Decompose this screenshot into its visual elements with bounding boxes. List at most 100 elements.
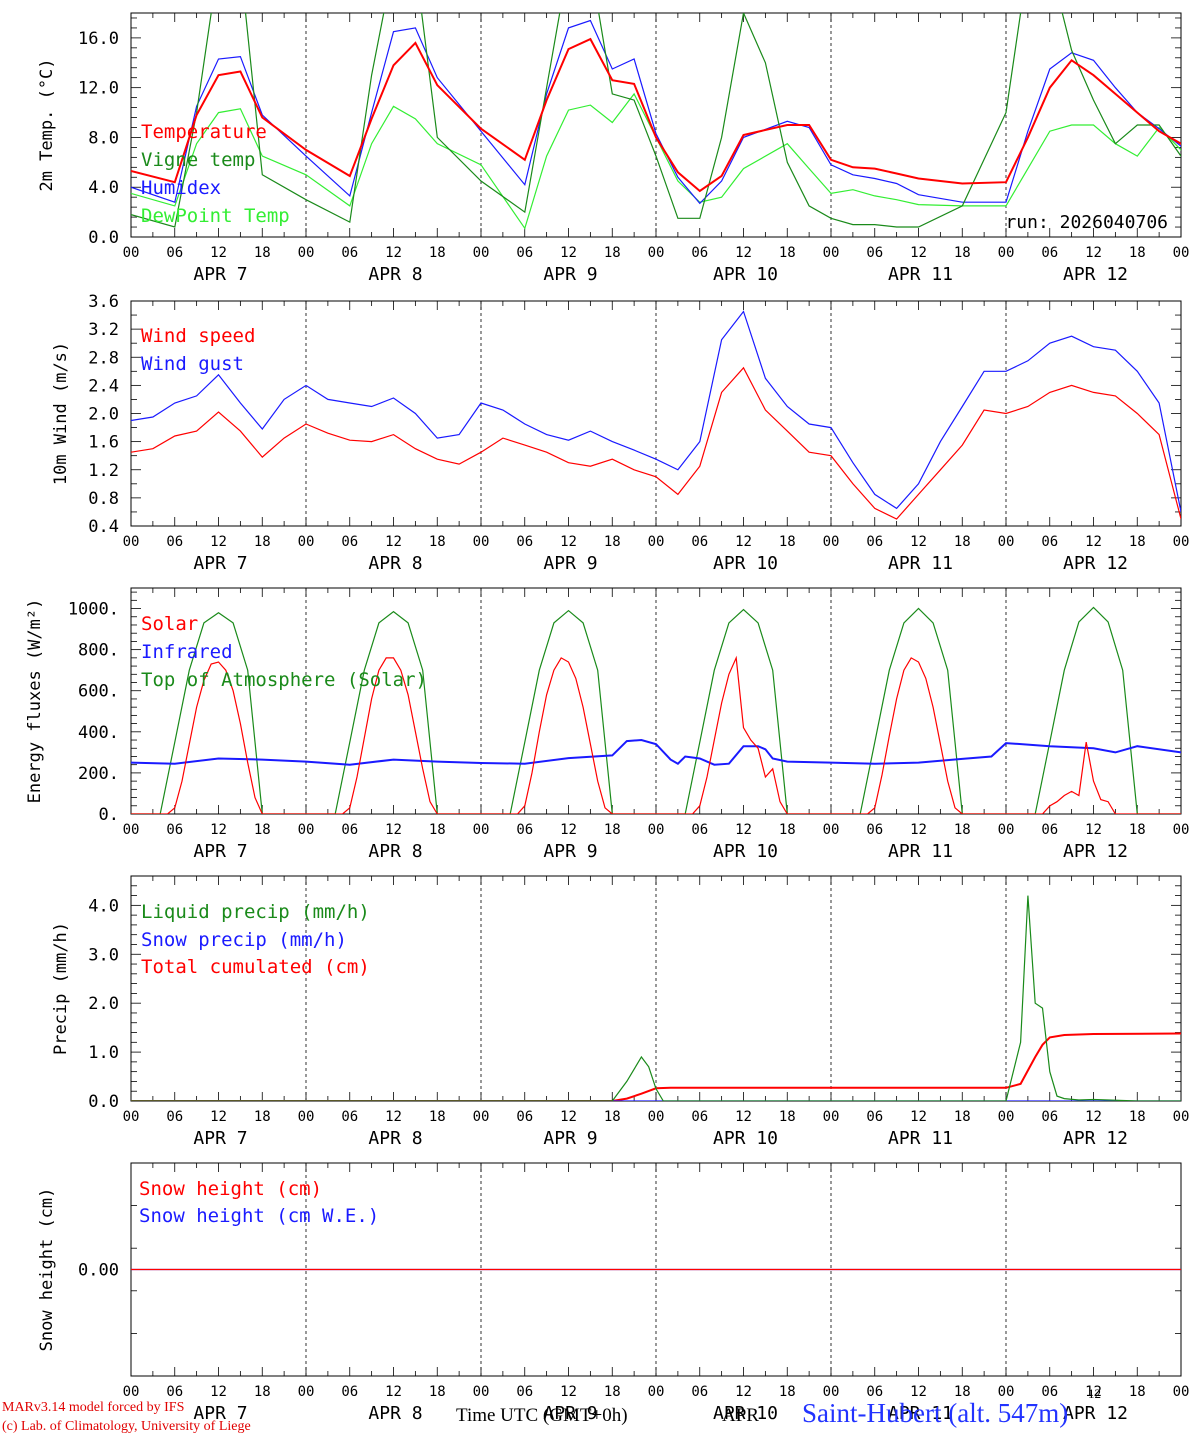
x-tick-label: 18 xyxy=(779,1109,796,1125)
x-tick-label: 06 xyxy=(1041,1109,1058,1125)
x-tick-label: 00 xyxy=(648,1384,665,1400)
x-tick-label: 12 xyxy=(385,534,402,550)
legend-entry: Snow precip (mm/h) xyxy=(141,929,347,951)
x-tick-label: 00 xyxy=(823,1384,840,1400)
x-tick-label: 12 xyxy=(735,245,752,261)
y-tick-label: 0.00 xyxy=(78,1261,119,1281)
x-tick-label: 12 xyxy=(385,245,402,261)
x-tick-label: 00 xyxy=(473,534,490,550)
y-tick-label: 16.0 xyxy=(78,29,119,49)
x-tick-label: 06 xyxy=(516,822,533,838)
x-tick-label: 06 xyxy=(166,822,183,838)
x-tick-label: 12 xyxy=(1085,1109,1102,1125)
x-tick-label: 18 xyxy=(779,822,796,838)
x-tick-label: 18 xyxy=(254,534,271,550)
y-tick-label: 2.0 xyxy=(88,994,119,1014)
day-label: APR 12 xyxy=(1063,1403,1128,1424)
x-tick-label: 12 xyxy=(1085,534,1102,550)
x-tick-label: 18 xyxy=(604,1384,621,1400)
x-tick-label: 18 xyxy=(1129,245,1146,261)
x-tick-label: 00 xyxy=(473,245,490,261)
x-tick-label: 00 xyxy=(473,1109,490,1125)
x-tick-label: 18 xyxy=(604,1109,621,1125)
x-tick-label: 00 xyxy=(298,1384,315,1400)
x-tick-label: 06 xyxy=(1041,1384,1058,1400)
y-tick-label: 0. xyxy=(99,805,119,825)
x-tick-label: 00 xyxy=(473,1384,490,1400)
day-label: APR 11 xyxy=(888,841,953,862)
x-tick-label: 00 xyxy=(123,822,140,838)
x-tick-label: 00 xyxy=(998,822,1015,838)
x-tick-label: 06 xyxy=(516,245,533,261)
x-tick-label: 12 xyxy=(385,822,402,838)
y-tick-label: 2.4 xyxy=(88,376,119,396)
day-label: APR 8 xyxy=(368,553,422,574)
x-tick-label: 12 xyxy=(210,1384,227,1400)
x-tick-label: 06 xyxy=(1041,534,1058,550)
x-tick-label: 18 xyxy=(254,1109,271,1125)
x-tick-label: 12 xyxy=(210,822,227,838)
x-tick-label: 12 xyxy=(910,245,927,261)
x-tick-label: 18 xyxy=(254,245,271,261)
x-tick-label: 18 xyxy=(1129,822,1146,838)
footer-day-superscript: 12 xyxy=(1088,1386,1101,1401)
day-label: APR 7 xyxy=(193,1403,247,1424)
plot-frame xyxy=(130,300,1182,527)
x-tick-label: 12 xyxy=(385,1109,402,1125)
x-tick-label: 12 xyxy=(1085,1384,1102,1400)
panel-energy: 00 06 12 18 00 06 12 18 00 06 12 18 00 06 12 18 00 06 12 18… xyxy=(25,587,1189,862)
x-tick-label: 00 xyxy=(998,1384,1015,1400)
x-tick-label: 12 xyxy=(735,1109,752,1125)
x-tick-label: 06 xyxy=(866,245,883,261)
y-axis-label: 10m Wind (m/s) xyxy=(51,342,71,485)
x-tick-label: 12 xyxy=(910,1109,927,1125)
x-tick-label: 00 xyxy=(298,1109,315,1125)
x-tick-label: 00 xyxy=(648,822,665,838)
x-tick-label: 00 xyxy=(823,1109,840,1125)
x-tick-label: 06 xyxy=(516,1384,533,1400)
x-tick-label: 06 xyxy=(166,1109,183,1125)
day-label: APR 12 xyxy=(1063,1128,1128,1149)
x-tick-label: 18 xyxy=(604,822,621,838)
x-tick-label: 12 xyxy=(560,822,577,838)
legend-entry: Total cumulated (cm) xyxy=(141,956,370,978)
x-tick-label: 06 xyxy=(691,534,708,550)
panel-snow: 00 06 12 18 00 06 12 18 00 06 12 18 00 06 12 18 00 06 12 18… xyxy=(37,1162,1189,1424)
x-tick-label: 06 xyxy=(1041,822,1058,838)
series-line-1 xyxy=(131,13,1181,228)
x-tick-label: 06 xyxy=(341,245,358,261)
series-line-0 xyxy=(131,895,1181,1101)
day-label: APR 8 xyxy=(368,1403,422,1424)
footer-month: APR xyxy=(722,1405,759,1426)
day-label: APR 10 xyxy=(713,1128,778,1149)
y-tick-label: 0.0 xyxy=(88,228,119,248)
legend-entry: Wind gust xyxy=(141,353,244,375)
day-label: APR 8 xyxy=(368,1128,422,1149)
day-label: APR 9 xyxy=(543,1403,597,1424)
y-tick-label: 1.6 xyxy=(88,433,119,453)
x-tick-label: 18 xyxy=(779,245,796,261)
y-axis-label: 2m Temp. (°C) xyxy=(37,58,57,191)
x-tick-label: 06 xyxy=(341,1109,358,1125)
x-tick-label: 06 xyxy=(691,1109,708,1125)
day-label: APR 7 xyxy=(193,264,247,285)
day-label: APR 7 xyxy=(193,553,247,574)
day-label: APR 11 xyxy=(888,264,953,285)
legend-entry: DewPoint Temp xyxy=(141,205,290,227)
x-tick-label: 12 xyxy=(210,534,227,550)
y-tick-label: 0.0 xyxy=(88,1092,119,1112)
x-tick-label: 12 xyxy=(210,245,227,261)
x-tick-label: 00 xyxy=(473,822,490,838)
x-tick-label: 18 xyxy=(1129,1384,1146,1400)
x-tick-label: 00 xyxy=(1173,245,1190,261)
x-tick-label: 00 xyxy=(1173,534,1190,550)
x-tick-label: 00 xyxy=(998,534,1015,550)
day-label: APR 12 xyxy=(1063,264,1128,285)
day-label: APR 7 xyxy=(193,841,247,862)
day-label: APR 11 xyxy=(888,1403,953,1424)
y-tick-label: 4.0 xyxy=(88,178,119,198)
day-label: APR 8 xyxy=(368,264,422,285)
x-tick-label: 18 xyxy=(954,1384,971,1400)
x-tick-label: 18 xyxy=(429,1109,446,1125)
x-tick-label: 00 xyxy=(823,534,840,550)
